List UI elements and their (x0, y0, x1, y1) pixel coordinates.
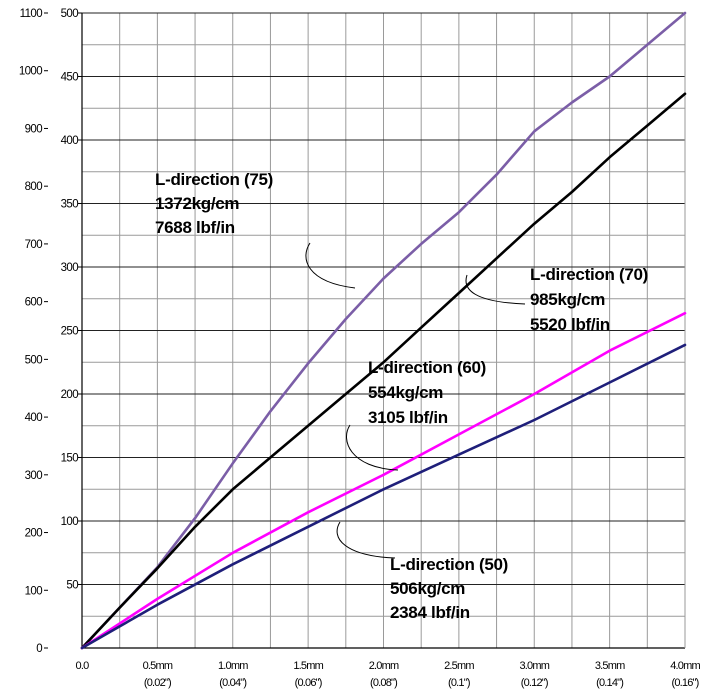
right-tick-label: 500 (61, 8, 79, 20)
left-tick-label: 800 (25, 181, 43, 193)
annotation-leader (346, 424, 399, 471)
x-tick-label: 0.5mm (143, 660, 173, 672)
x-tick-label: 0.0 (76, 660, 90, 672)
x-tick-label: 4.0mm (670, 660, 700, 672)
annotation-label: 506kg/cm (390, 579, 465, 598)
x-tick-label: 2.0mm (369, 660, 399, 672)
series-lines (80, 11, 687, 650)
annotation-leader (305, 242, 356, 289)
x-tick-sublabel: (0.14") (596, 677, 623, 689)
x-tick-sublabel: (0.06") (295, 677, 322, 689)
annotation-leader (336, 521, 396, 559)
annotation-label: 3105 lbf/in (368, 408, 448, 427)
x-tick-label: 1.0mm (218, 660, 248, 672)
left-tick-label: 400 (25, 412, 43, 424)
x-tick-sublabel: (0.08") (370, 677, 397, 689)
left-tick-label: 0 (36, 643, 42, 655)
annotation-leader (465, 274, 526, 305)
left-tick-label: 900 (25, 123, 43, 135)
annotation-label: 5520 lbf/in (530, 315, 610, 334)
right-tick-label: 250 (61, 326, 79, 338)
left-tick-label: 700 (25, 239, 43, 251)
right-tick-label: 450 (61, 72, 79, 84)
right-tick-label: 350 (61, 199, 79, 211)
x-tick-sublabel: (0.16") (671, 677, 698, 689)
annotation-label: 554kg/cm (368, 383, 443, 402)
series-line-1 (80, 11, 687, 650)
left-tick-label: 200 (25, 528, 43, 540)
annotation-label: L-direction (75) (155, 170, 273, 189)
left-tick-label: 1000 (19, 66, 42, 78)
x-tick-label: 2.5mm (444, 660, 474, 672)
x-tick-label: 3.5mm (595, 660, 625, 672)
x-tick-sublabel: (0.12") (521, 677, 548, 689)
x-tick-label: 3.0mm (519, 660, 549, 672)
left-tick-label: 100 (25, 585, 43, 597)
annotation-leaders (305, 242, 526, 559)
right-tick-label: 150 (61, 453, 79, 465)
series-line-2 (80, 92, 687, 650)
right-tick-label: 300 (61, 262, 79, 274)
annotation-label: L-direction (60) (368, 358, 486, 377)
annotation-label: 7688 lbf/in (155, 218, 235, 237)
annotation-label: L-direction (50) (390, 555, 508, 574)
left-tick-label: 500 (25, 354, 43, 366)
x-tick-sublabel: (0.02") (144, 677, 171, 689)
x-tick-sublabel: (0.1") (448, 677, 470, 689)
right-tick-label: 50 (66, 580, 78, 592)
left-tick-label: 600 (25, 297, 43, 309)
annotations: L-direction (75) 1372kg/cm 7688 lbf/in L-d… (155, 170, 648, 622)
series-line-4 (80, 343, 687, 650)
left-tick-label: 300 (25, 470, 43, 482)
annotation-label: L-direction (70) (530, 265, 648, 284)
right-tick-label: 400 (61, 135, 79, 147)
x-tick-sublabel: (0.04") (219, 677, 246, 689)
series-line-3 (80, 311, 687, 650)
right-tick-label: 100 (61, 516, 79, 528)
x-tick-label: 1.5mm (293, 660, 323, 672)
annotation-label: 985kg/cm (530, 290, 605, 309)
annotation-label: 2384 lbf/in (390, 603, 470, 622)
left-tick-label: 1100 (20, 8, 43, 20)
right-tick-label: 200 (61, 389, 79, 401)
annotation-label: 1372kg/cm (155, 194, 239, 213)
tick-labels: 0 100 200 300 400 500 600 700 800 900 1000 1100 50 10… (19, 8, 701, 689)
